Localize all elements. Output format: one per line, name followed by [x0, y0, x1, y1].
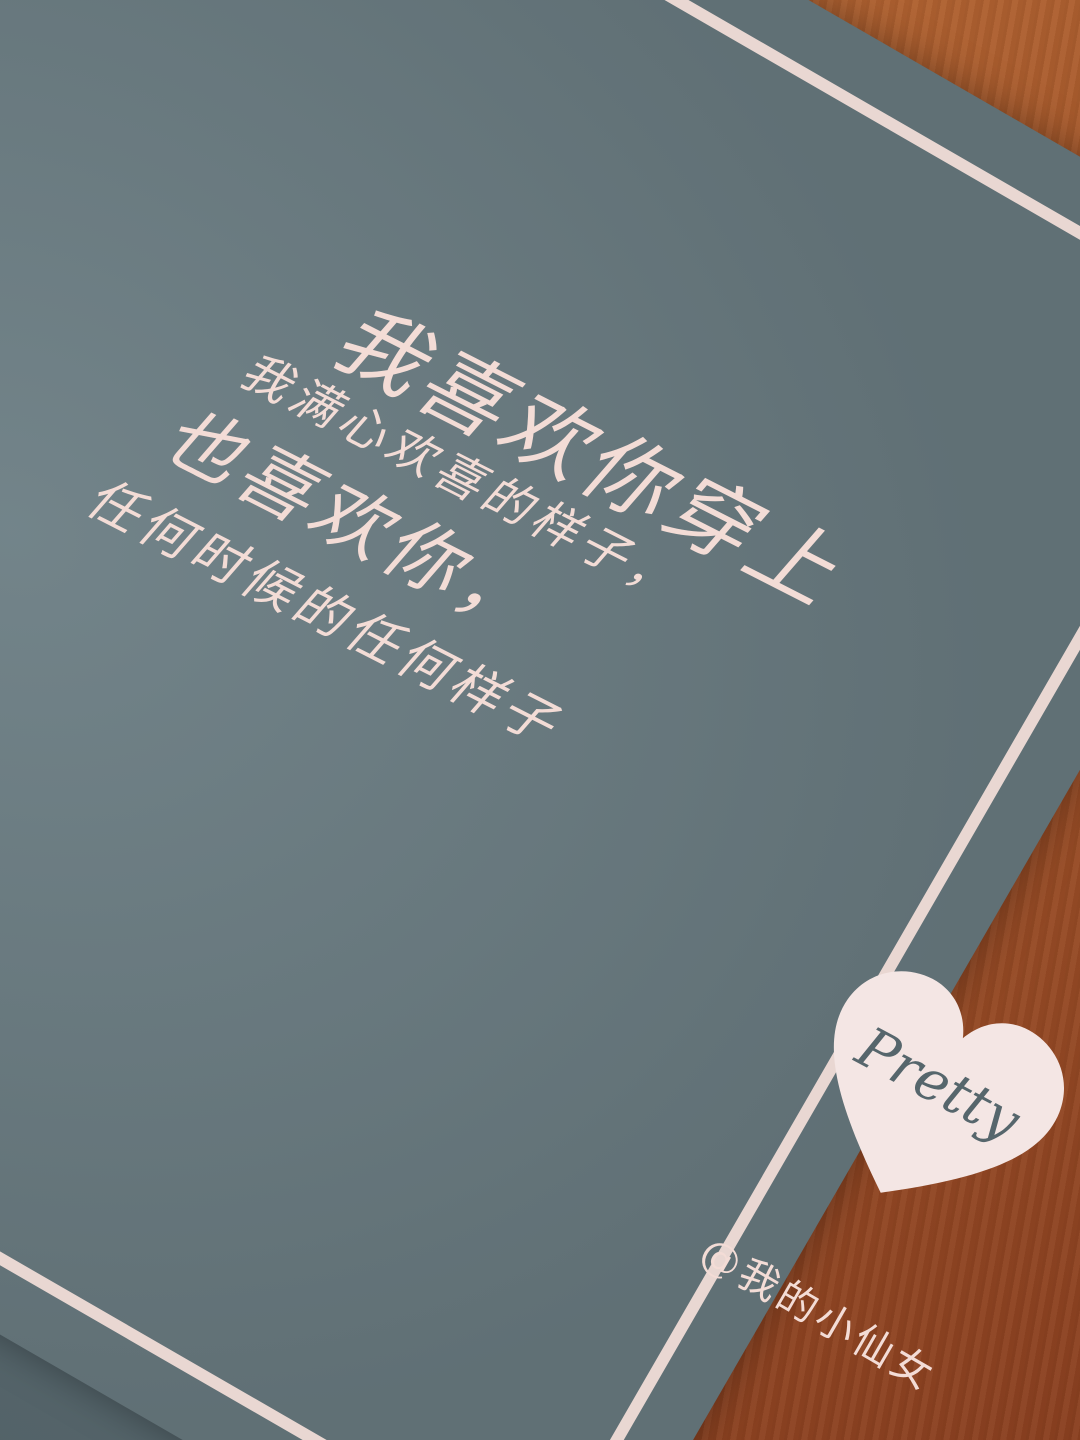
heart-logo: Pretty: [759, 933, 1080, 1267]
heart-icon: [833, 971, 1064, 1193]
